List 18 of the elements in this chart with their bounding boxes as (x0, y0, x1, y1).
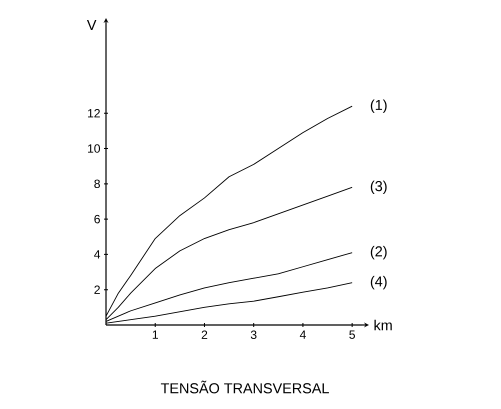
y-tick-label: 8 (94, 180, 100, 188)
y-tick-label: 4 (94, 250, 100, 259)
y-tick-label: 2 (94, 286, 100, 294)
x-tick-label: 1 (152, 330, 158, 339)
y-axis-title: V (86, 20, 96, 30)
series-label: (2) (370, 246, 387, 260)
x-tick-label: 4 (300, 330, 306, 339)
x-tick-label: 2 (202, 330, 208, 339)
x-tick-label: 5 (349, 330, 355, 339)
x-axis-title: km (374, 320, 392, 330)
text: TENSÃO TRANSVERSAL (160, 380, 329, 394)
series-label: (3) (370, 180, 387, 194)
y-tick-label: 10 (88, 144, 100, 153)
y-tick-label: 6 (94, 214, 100, 224)
x-tick-label: 3 (250, 330, 256, 340)
series-label: (1) (370, 99, 387, 113)
y-tick-label: 12 (88, 109, 100, 118)
series-label: (4) (370, 276, 387, 290)
